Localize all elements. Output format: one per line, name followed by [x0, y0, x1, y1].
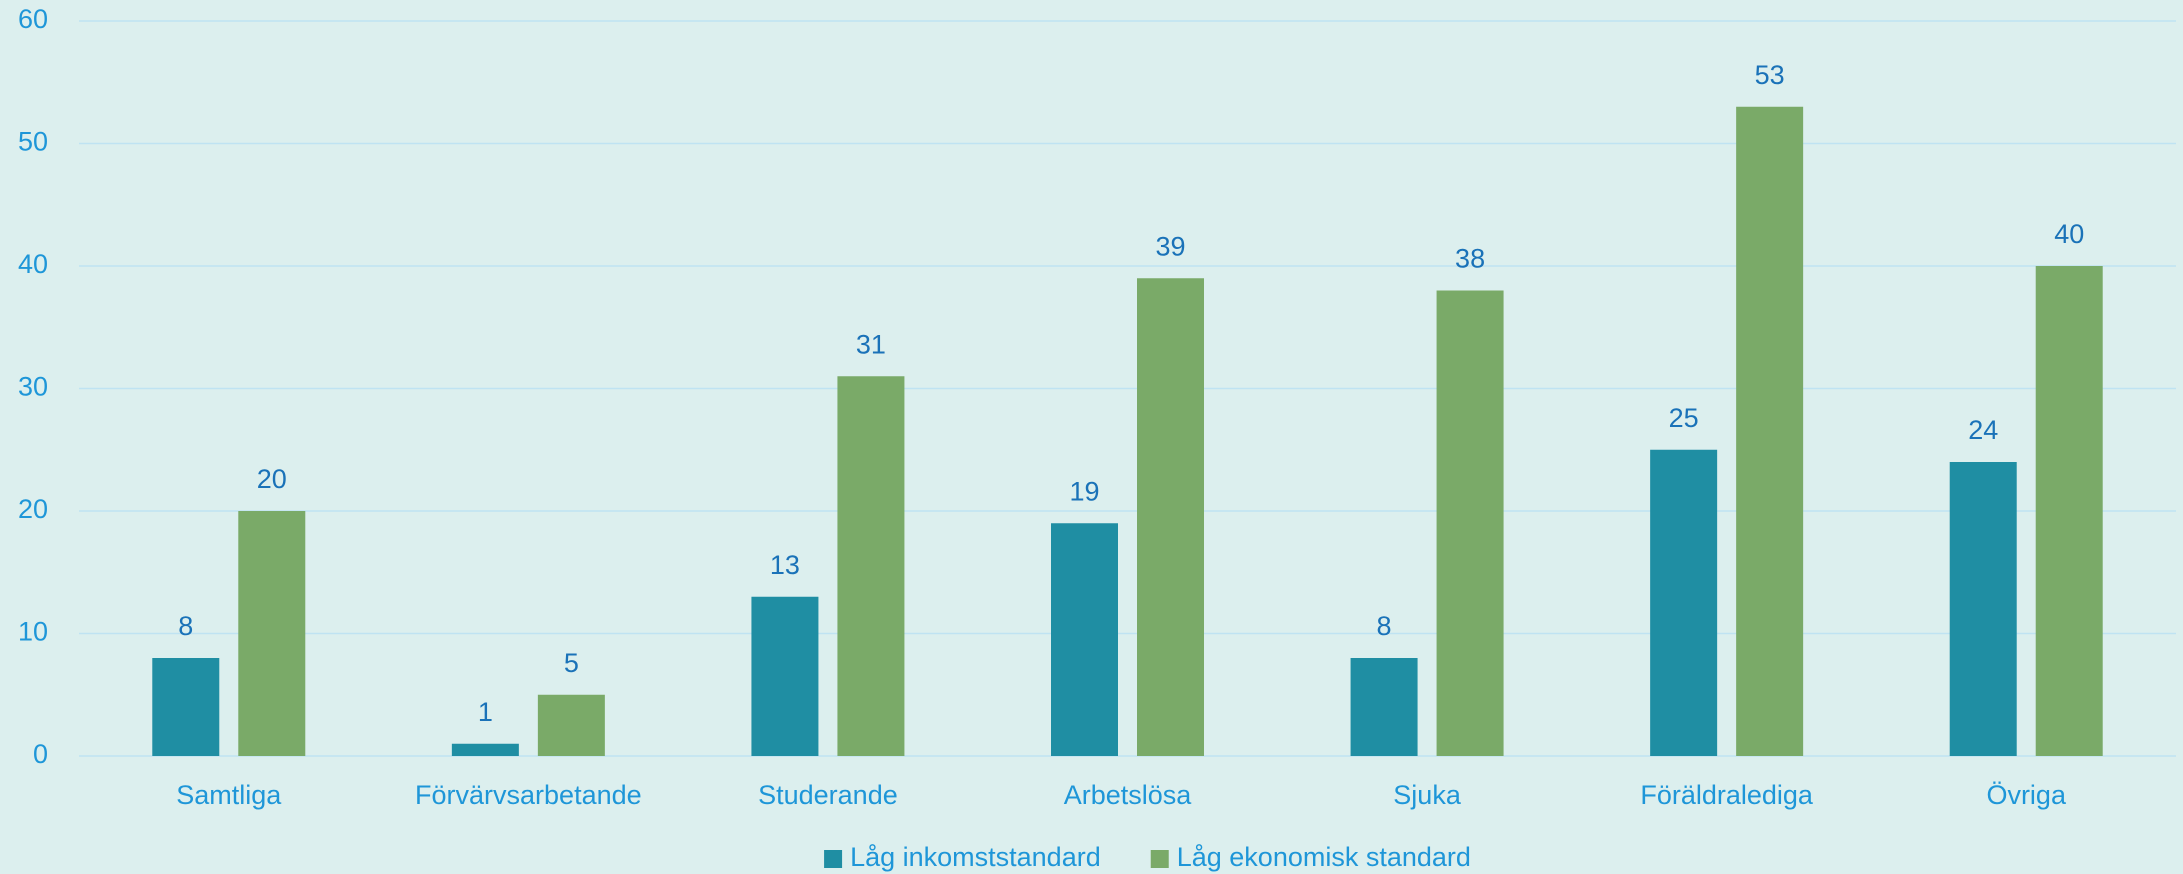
bar [451, 743, 519, 756]
bar [1350, 658, 1418, 756]
bar [537, 694, 605, 756]
x-tick-label: Samtliga [176, 780, 282, 810]
data-label: 31 [856, 329, 886, 359]
bar [1949, 462, 2017, 756]
x-tick-label: Sjuka [1393, 780, 1462, 810]
bar [2035, 266, 2103, 756]
y-tick-label: 20 [18, 494, 48, 524]
x-tick-label: Föräldralediga [1640, 780, 1814, 810]
data-label: 1 [478, 697, 493, 727]
bar [1436, 290, 1504, 756]
y-tick-label: 0 [33, 739, 48, 769]
y-tick-label: 40 [18, 249, 48, 279]
data-label: 8 [1377, 611, 1392, 641]
data-label: 25 [1669, 403, 1699, 433]
y-tick-label: 30 [18, 372, 48, 402]
bar [837, 376, 905, 756]
bar [1650, 449, 1718, 756]
legend-swatch [1150, 850, 1169, 868]
data-label: 24 [1968, 415, 1998, 445]
data-label: 20 [257, 464, 287, 494]
y-tick-label: 60 [18, 4, 48, 34]
data-label: 38 [1455, 244, 1485, 274]
bar [1736, 106, 1804, 756]
data-label: 40 [2054, 219, 2084, 249]
bar [1051, 523, 1118, 756]
legend-swatch [824, 850, 843, 868]
x-tick-label: Övriga [1986, 780, 2067, 810]
y-tick-label: 50 [18, 127, 48, 157]
bar [1137, 278, 1204, 756]
y-tick-label: 10 [18, 617, 48, 647]
x-tick-label: Studerande [758, 780, 898, 810]
data-label: 53 [1755, 60, 1785, 90]
legend-label: Låg ekonomisk standard [1177, 842, 1471, 872]
data-label: 8 [178, 611, 193, 641]
bar [238, 511, 306, 756]
bar [152, 658, 220, 756]
data-label: 5 [564, 648, 579, 678]
legend-label: Låg inkomststandard [850, 842, 1101, 872]
data-label: 13 [770, 550, 800, 580]
x-tick-label: Förvärvsarbetande [415, 780, 642, 810]
data-label: 19 [1069, 476, 1099, 506]
data-label: 39 [1155, 231, 1185, 261]
x-tick-label: Arbetslösa [1064, 780, 1193, 810]
bar [751, 596, 819, 756]
